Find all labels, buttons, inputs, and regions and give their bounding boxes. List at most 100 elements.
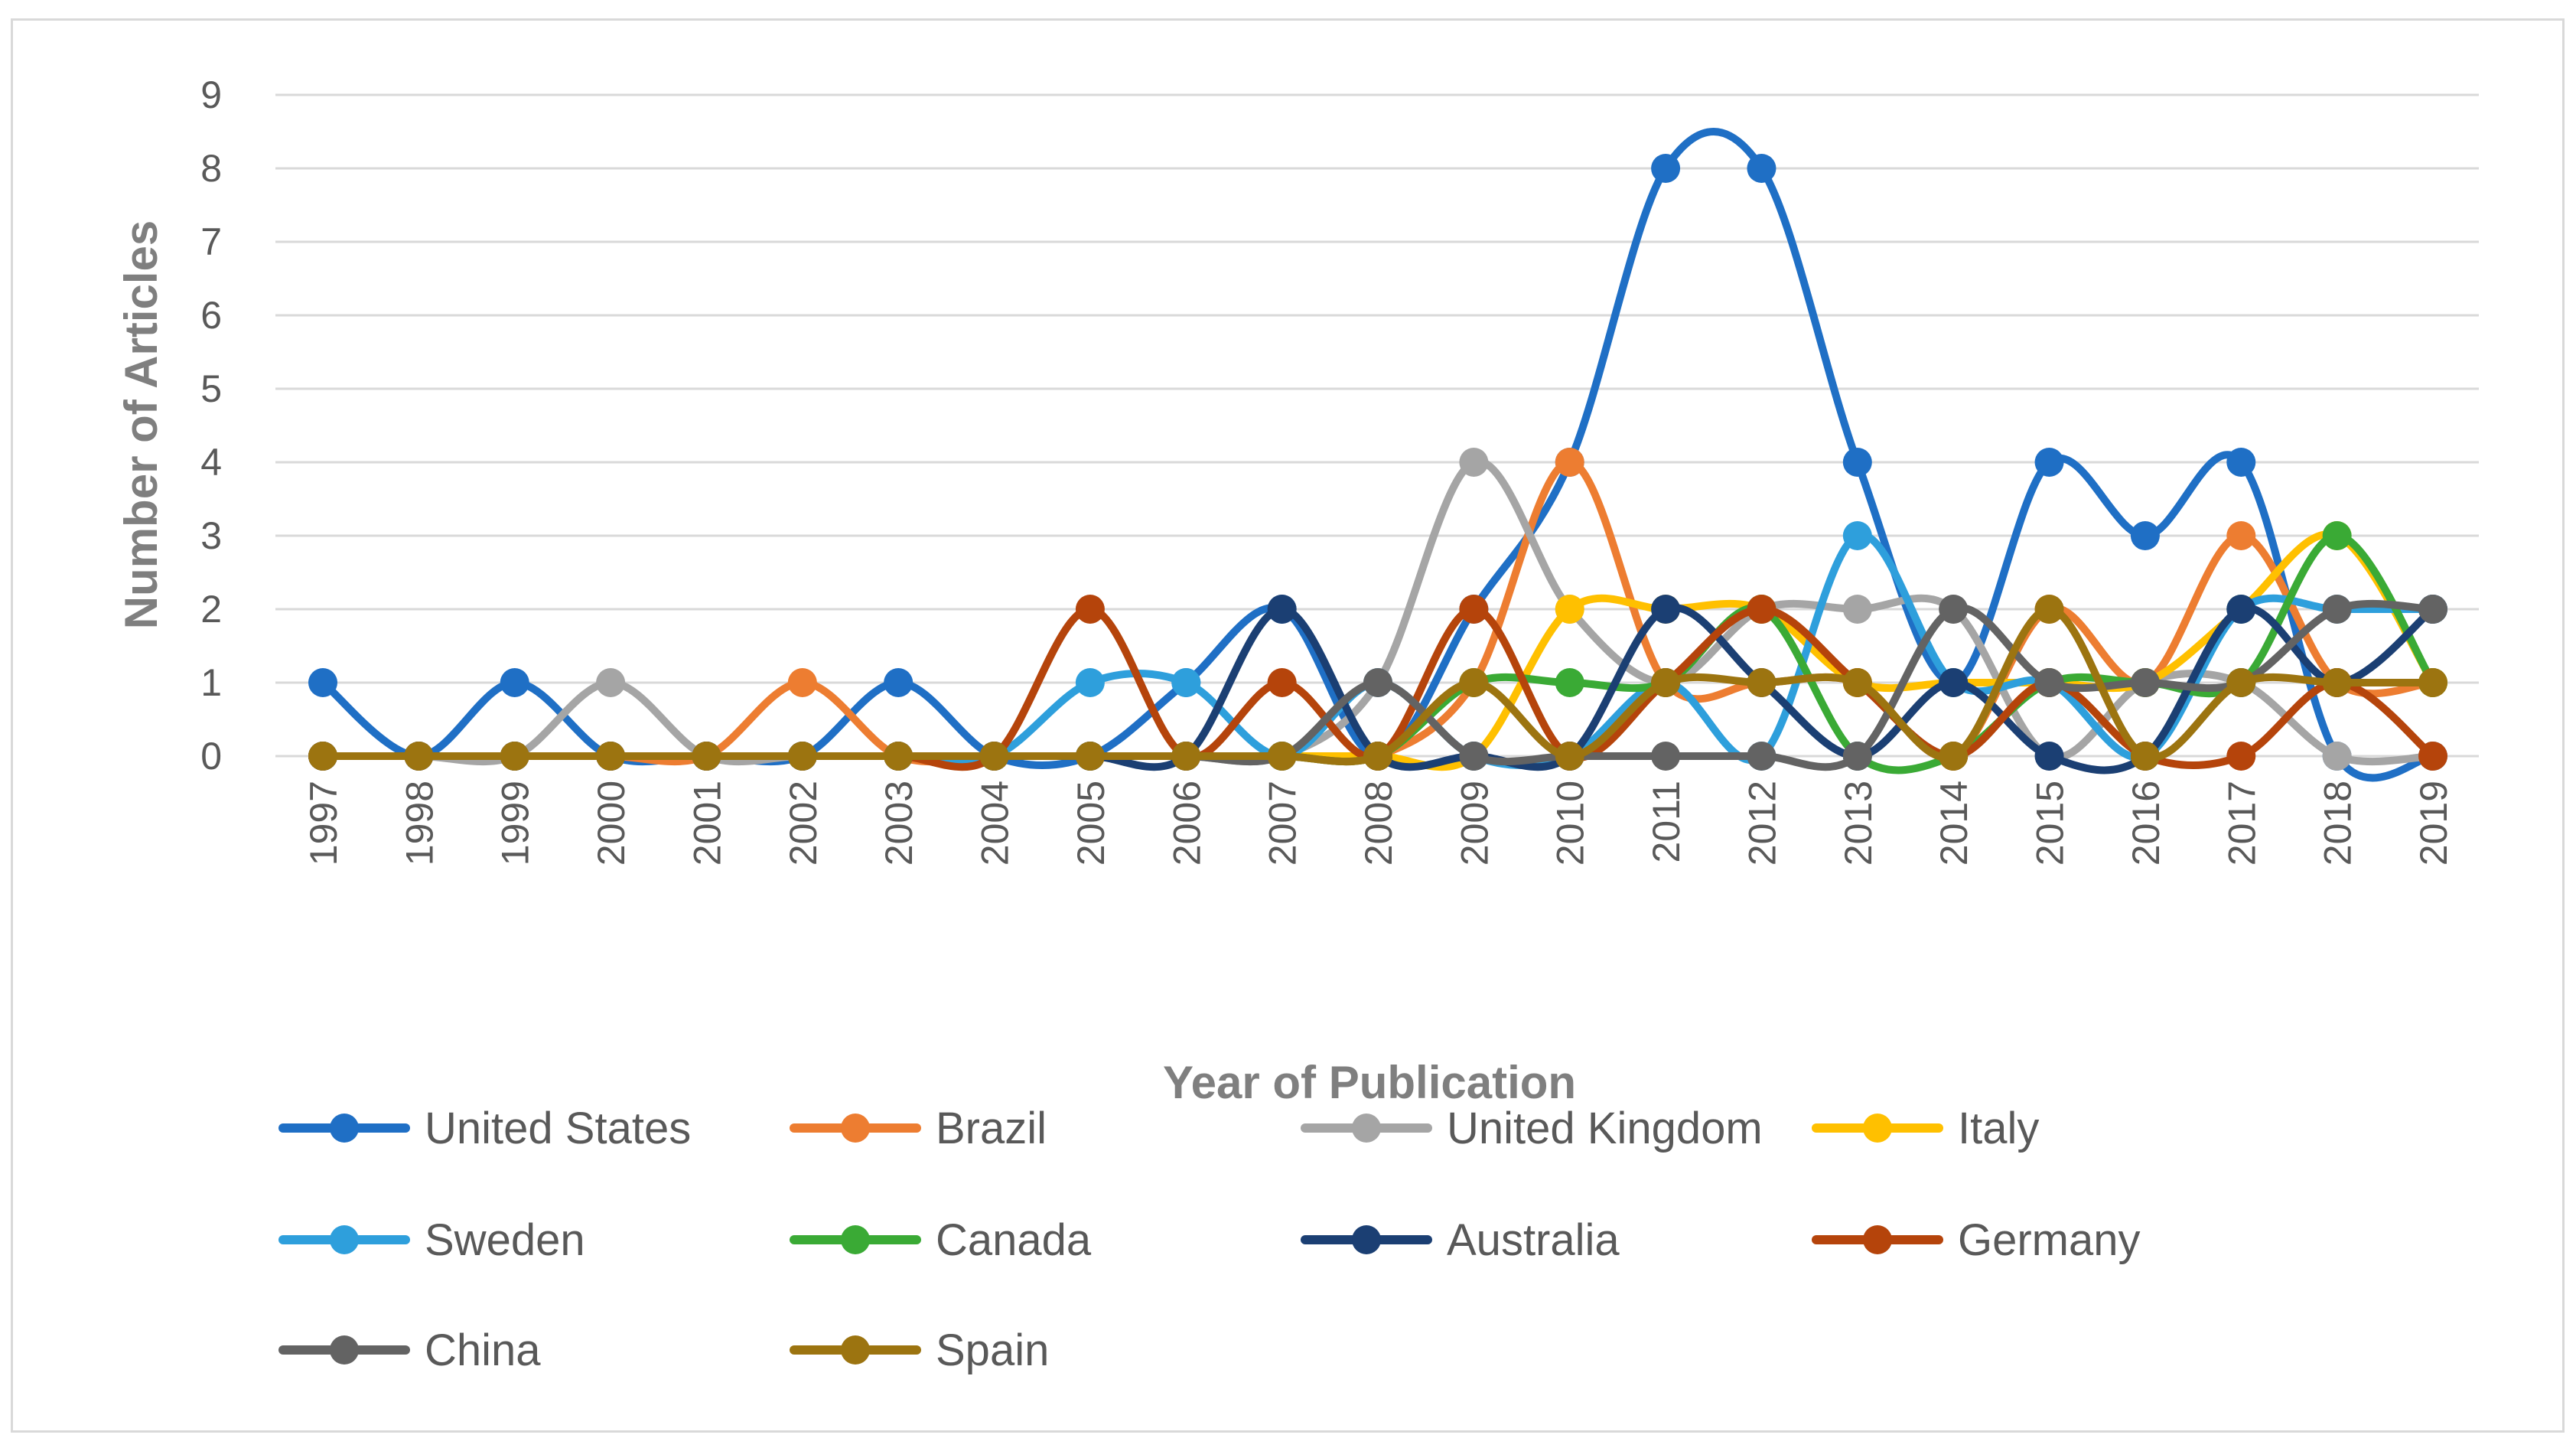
legend-item: Italy <box>1812 1104 2039 1153</box>
data-point <box>596 668 626 697</box>
data-point <box>308 742 337 771</box>
legend-item: United Kingdom <box>1301 1104 1763 1153</box>
x-tick-label: 1999 <box>494 781 537 866</box>
x-tick-label: 2003 <box>878 781 920 866</box>
data-point <box>884 668 913 697</box>
data-point <box>787 668 817 697</box>
data-point <box>2322 595 2352 624</box>
data-point <box>787 742 817 771</box>
data-point <box>2130 521 2160 550</box>
x-tick-label: 2015 <box>2029 781 2072 866</box>
x-tick-label: 2005 <box>1070 781 1112 866</box>
data-point <box>1842 668 1872 697</box>
data-point <box>596 742 626 771</box>
legend-label: China <box>425 1325 541 1375</box>
x-tick-label: 2004 <box>974 781 1017 866</box>
series-spain <box>308 595 2447 771</box>
legend-label: Spain <box>936 1325 1049 1375</box>
data-point <box>1075 668 1105 697</box>
legend-item: Sweden <box>278 1215 585 1265</box>
data-point <box>2226 448 2256 477</box>
data-point <box>2322 521 2352 550</box>
data-point <box>1459 668 1489 697</box>
y-tick-label: 0 <box>200 735 222 778</box>
legend-swatch-marker <box>1863 1114 1892 1143</box>
data-point <box>1747 595 1776 624</box>
data-point <box>1363 668 1392 697</box>
data-point <box>2418 668 2447 697</box>
data-point <box>308 668 337 697</box>
x-tick-label: 2010 <box>1549 781 1592 866</box>
data-point <box>1459 742 1489 771</box>
x-tick-label: 2002 <box>782 781 825 866</box>
data-point <box>1555 742 1584 771</box>
data-point <box>1267 595 1297 624</box>
data-point <box>1075 595 1105 624</box>
x-tick-label: 2008 <box>1357 781 1400 866</box>
data-point <box>1555 595 1584 624</box>
legend-swatch-marker <box>1352 1225 1381 1254</box>
data-point <box>2418 742 2447 771</box>
x-tick-label: 2012 <box>1741 781 1783 866</box>
legend-label: Sweden <box>425 1215 585 1265</box>
data-point <box>1267 668 1297 697</box>
x-tick-label: 2018 <box>2317 781 2359 866</box>
x-tick-label: 2007 <box>1262 781 1304 866</box>
x-tick-label: 1997 <box>302 781 345 866</box>
data-point <box>2130 668 2160 697</box>
data-point <box>1555 448 1584 477</box>
y-axis-title: Number of Articles <box>116 220 167 630</box>
y-tick-label: 9 <box>200 73 222 116</box>
data-point <box>1747 742 1776 771</box>
x-tick-label: 2013 <box>1837 781 1880 866</box>
data-point <box>2322 668 2352 697</box>
x-tick-label: 1998 <box>398 781 441 866</box>
x-tick-label: 2006 <box>1165 781 1208 866</box>
data-point <box>1747 154 1776 183</box>
x-tick-label: 2017 <box>2220 781 2263 866</box>
data-point <box>1555 668 1584 697</box>
legend-item: China <box>278 1325 541 1375</box>
data-point <box>1651 154 1681 183</box>
legend-swatch-marker <box>330 1335 359 1365</box>
legend-label: Canada <box>936 1215 1092 1265</box>
legend-swatch-marker <box>330 1114 359 1143</box>
data-point <box>2034 668 2064 697</box>
data-point <box>1363 742 1392 771</box>
x-tick-label: 2016 <box>2125 781 2167 866</box>
data-point <box>1939 742 1969 771</box>
data-point <box>404 742 434 771</box>
y-tick-label: 3 <box>200 514 222 557</box>
x-tick-label: 2019 <box>2412 781 2455 866</box>
data-point <box>2226 742 2256 771</box>
legend-label: Australia <box>1447 1215 1620 1265</box>
data-point <box>1075 742 1105 771</box>
legend-label: Germany <box>1958 1215 2141 1265</box>
legend-item: Spain <box>790 1325 1049 1375</box>
data-point <box>2418 595 2447 624</box>
data-point <box>2226 668 2256 697</box>
x-axis-ticks: 1997 1998 1999 2000 2001 2002 2003 2004 2005 2006… <box>302 781 2455 866</box>
y-tick-label: 4 <box>200 441 222 484</box>
data-point <box>979 742 1009 771</box>
x-tick-label: 2000 <box>590 781 633 866</box>
data-point <box>1842 595 1872 624</box>
x-tick-label: 2009 <box>1453 781 1496 866</box>
data-point <box>500 742 529 771</box>
data-point <box>1651 595 1681 624</box>
chart-frame <box>11 18 2565 1433</box>
legend-swatch-marker <box>841 1335 870 1365</box>
legend-item: United States <box>278 1104 691 1153</box>
legend-swatch-marker <box>330 1225 359 1254</box>
data-point <box>1651 742 1681 771</box>
data-point <box>2034 742 2064 771</box>
legend-label: United Kingdom <box>1447 1104 1763 1153</box>
data-point <box>2226 521 2256 550</box>
legend-swatch-marker <box>841 1114 870 1143</box>
x-tick-label: 2011 <box>1645 781 1688 863</box>
y-tick-label: 6 <box>200 294 222 337</box>
y-tick-label: 8 <box>200 147 222 190</box>
y-tick-label: 2 <box>200 588 222 631</box>
data-point <box>500 668 529 697</box>
data-point <box>1651 668 1681 697</box>
